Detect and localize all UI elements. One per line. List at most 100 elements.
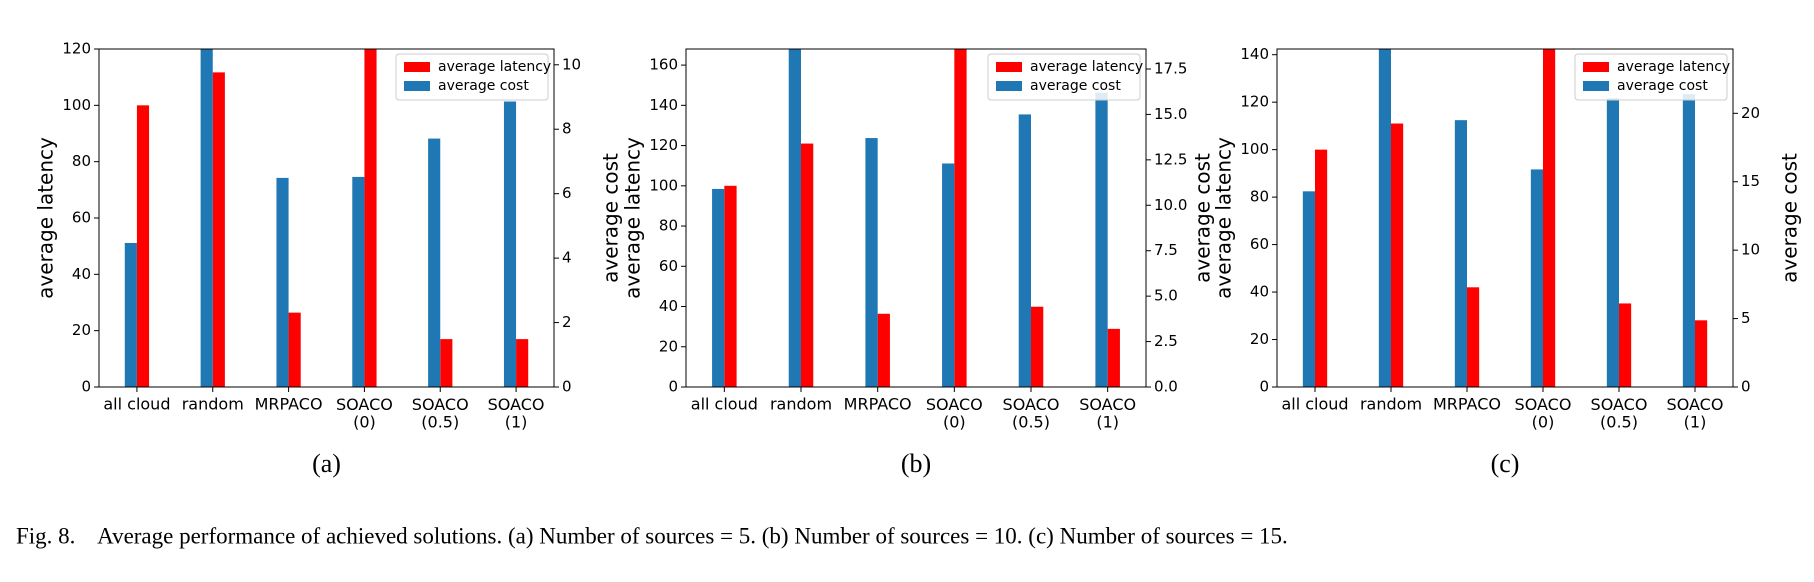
y-tick-label: 100 <box>1240 140 1269 158</box>
bar <box>942 163 955 387</box>
bar <box>364 49 377 387</box>
bar <box>877 313 890 387</box>
y-tick-label: 80 <box>1250 188 1269 206</box>
y2-axis-label: average cost <box>1191 153 1215 283</box>
x-tick-label: SOACO (0.5) <box>1003 395 1060 432</box>
bar <box>788 49 801 387</box>
bar <box>1391 123 1404 387</box>
y-axis-label: average latency <box>34 137 58 299</box>
x-tick-label: SOACO (1) <box>1079 395 1136 432</box>
y-tick-label: 140 <box>1240 45 1269 63</box>
legend-box <box>395 53 549 101</box>
legend-swatch <box>1583 62 1609 72</box>
bar <box>516 339 529 387</box>
y-tick-label: 20 <box>1250 330 1269 348</box>
y2-tick-label: 2 <box>562 313 572 331</box>
bar <box>1682 94 1695 387</box>
y-axis-label: average latency <box>1212 137 1236 299</box>
bar <box>724 185 737 387</box>
legend-swatch <box>404 81 430 91</box>
legend-label: average latency <box>1617 59 1730 75</box>
legend-label: average cost <box>1617 78 1708 94</box>
bar <box>1619 303 1632 387</box>
x-tick-label: MRPACO <box>255 395 323 414</box>
x-tick-label: SOACO (0) <box>336 395 393 432</box>
bar <box>1018 114 1031 387</box>
y-tick-label: 0 <box>668 378 678 396</box>
legend-label: average latency <box>438 59 551 75</box>
plot-area <box>1302 49 1708 387</box>
legend-label: average cost <box>438 78 529 94</box>
bar <box>212 72 225 387</box>
legend-swatch <box>996 81 1022 91</box>
bar <box>954 49 967 387</box>
y2-tick-label: 6 <box>562 184 572 202</box>
plot-area <box>712 49 1120 387</box>
y-tick-label: 0 <box>1259 378 1269 396</box>
y-tick-label: 20 <box>72 321 91 339</box>
bar <box>1467 287 1480 387</box>
axes-frame <box>685 48 1147 388</box>
legend-label: average latency <box>1030 59 1143 75</box>
bar <box>428 138 441 387</box>
y2-axis-label: average cost <box>1778 153 1802 283</box>
x-tick-label: random <box>182 395 244 414</box>
y-tick-label: 40 <box>72 265 91 283</box>
bar <box>1530 169 1543 387</box>
panel-label: (a) <box>312 449 341 478</box>
y2-tick-label: 7.5 <box>1154 241 1178 259</box>
y2-tick-label: 5 <box>1741 309 1751 327</box>
x-tick-label: all cloud <box>1281 395 1348 414</box>
y-tick-label: 100 <box>649 176 678 194</box>
y2-tick-label: 2.5 <box>1154 332 1178 350</box>
x-tick-label: SOACO (0) <box>926 395 983 432</box>
y-tick-label: 60 <box>1250 235 1269 253</box>
axes-frame <box>1276 48 1734 388</box>
y2-tick-label: 10 <box>562 55 581 73</box>
x-tick-label: all cloud <box>103 395 170 414</box>
y-tick-label: 160 <box>649 56 678 74</box>
x-tick-label: SOACO (1) <box>1667 395 1724 432</box>
bar <box>1031 306 1044 387</box>
y-tick-label: 100 <box>62 96 91 114</box>
bar <box>1543 49 1556 387</box>
y2-tick-label: 0 <box>1741 378 1751 396</box>
y2-axis-label: average cost <box>599 153 623 283</box>
bar <box>1315 149 1328 387</box>
legend-box <box>1574 53 1728 101</box>
y2-tick-label: 0.0 <box>1154 378 1178 396</box>
x-tick-label: MRPACO <box>844 395 912 414</box>
x-tick-label: SOACO (1) <box>488 395 545 432</box>
x-tick-label: SOACO (0) <box>1515 395 1572 432</box>
bar <box>865 138 878 387</box>
x-tick-label: MRPACO <box>1433 395 1501 414</box>
y-tick-label: 60 <box>72 209 91 227</box>
bar <box>1107 328 1120 387</box>
bar <box>1302 191 1315 387</box>
y-tick-label: 40 <box>659 297 678 315</box>
bar <box>503 101 517 387</box>
y2-tick-label: 10 <box>1741 241 1760 259</box>
y-tick-label: 0 <box>81 378 91 396</box>
y2-tick-label: 17.5 <box>1154 59 1187 77</box>
y2-tick-label: 15.0 <box>1154 105 1187 123</box>
legend-swatch <box>404 62 430 72</box>
x-tick-label: random <box>1360 395 1422 414</box>
x-tick-label: SOACO (0.5) <box>412 395 469 432</box>
bar <box>288 312 301 387</box>
y-axis-label: average latency <box>621 137 645 299</box>
plot-area <box>124 49 529 387</box>
bar <box>124 242 137 387</box>
bar <box>136 105 150 387</box>
bar <box>276 177 289 387</box>
y-tick-label: 40 <box>1250 283 1269 301</box>
bar <box>801 143 814 387</box>
y2-tick-label: 4 <box>562 249 572 267</box>
y-tick-label: 120 <box>62 40 91 58</box>
bar <box>1378 49 1391 387</box>
y2-tick-label: 15 <box>1741 172 1760 190</box>
bar <box>1606 98 1619 387</box>
legend-swatch <box>1583 81 1609 91</box>
bar <box>712 188 725 387</box>
